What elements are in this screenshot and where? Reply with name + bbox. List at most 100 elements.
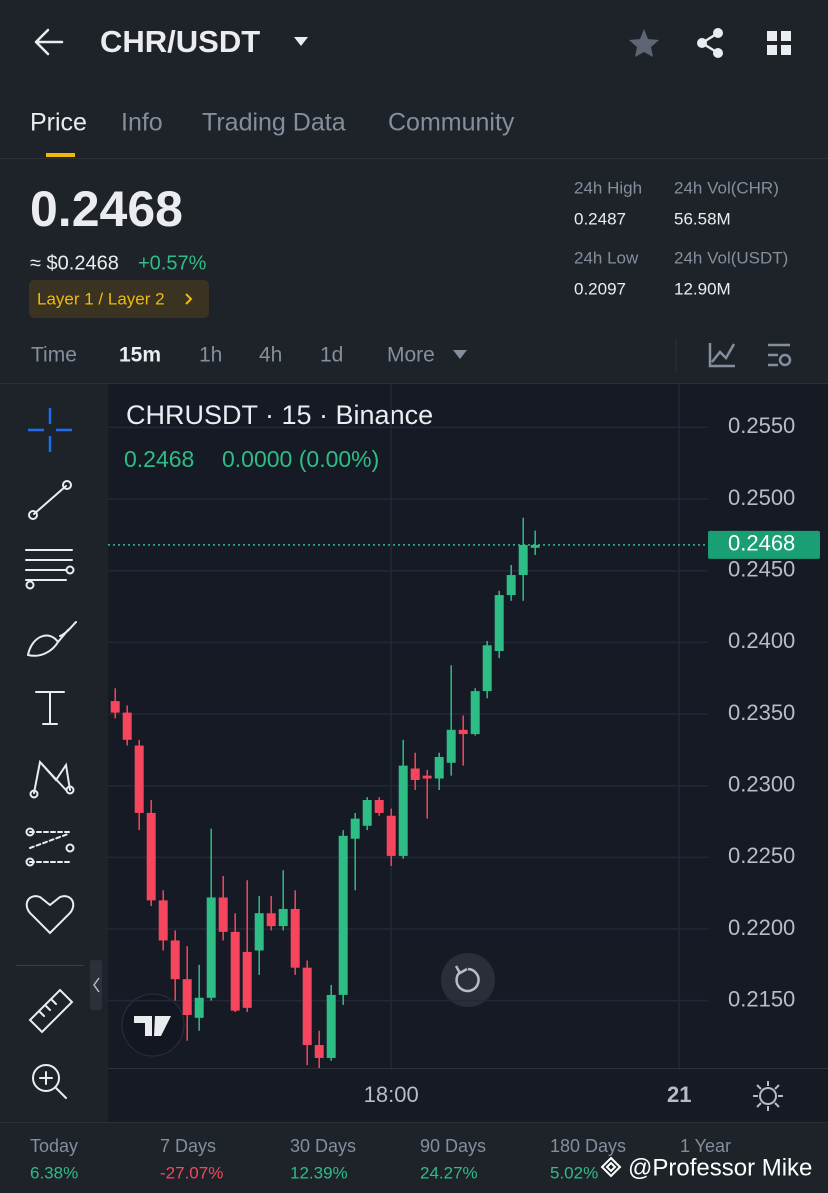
pattern-tool[interactable] bbox=[29, 759, 75, 799]
candle-body bbox=[410, 768, 420, 780]
pair-dropdown[interactable] bbox=[294, 37, 308, 46]
usd-price: ≈ $0.2468 bbox=[30, 252, 119, 274]
candle-body bbox=[302, 967, 312, 1046]
period-value: 6.38% bbox=[30, 1163, 78, 1182]
stat-label: 24h High bbox=[574, 178, 642, 197]
chart-title: CHRUSDT · 15 · Binance bbox=[126, 400, 433, 430]
chart-settings-icon[interactable] bbox=[753, 1081, 783, 1111]
collapse-chevron bbox=[93, 977, 100, 993]
crosshair-tool[interactable] bbox=[28, 408, 72, 452]
interval[interactable]: 4h bbox=[259, 344, 282, 367]
interval[interactable]: Time bbox=[31, 344, 77, 367]
candle-body bbox=[506, 575, 516, 596]
y-tick-label: 0.2200 bbox=[728, 915, 795, 940]
candle-body bbox=[254, 913, 264, 951]
candle-body bbox=[386, 815, 396, 856]
reset-chart-button[interactable] bbox=[441, 953, 495, 1007]
period-label: Today bbox=[30, 1136, 78, 1156]
watermark: @Professor Mike bbox=[628, 1154, 812, 1181]
tab[interactable]: Price bbox=[30, 109, 87, 137]
x-tick-label: 21 bbox=[667, 1082, 691, 1107]
period-label: 7 Days bbox=[160, 1136, 216, 1156]
last-price: 0.2468 bbox=[30, 181, 183, 237]
candle-body bbox=[158, 900, 168, 941]
candle-body bbox=[350, 818, 360, 839]
period-label: 1 Year bbox=[680, 1136, 731, 1156]
candle-body bbox=[482, 645, 492, 692]
y-tick-label: 0.2550 bbox=[728, 413, 795, 438]
candle-body bbox=[134, 745, 144, 813]
period-label: 30 Days bbox=[290, 1136, 356, 1156]
tab[interactable]: Community bbox=[388, 109, 515, 137]
chart-area bbox=[108, 384, 828, 1122]
chart-legend-change: 0.0000 (0.00%) bbox=[222, 446, 379, 472]
candle-body bbox=[338, 835, 348, 995]
candle-body bbox=[494, 595, 504, 651]
candle-body bbox=[278, 908, 288, 927]
stat-value: 56.58M bbox=[674, 209, 731, 228]
text-tool[interactable] bbox=[35, 691, 65, 725]
candle-body bbox=[266, 913, 276, 927]
y-tick-label: 0.2400 bbox=[728, 628, 795, 653]
toolbar-collapse[interactable] bbox=[90, 960, 102, 1010]
tag-chip[interactable] bbox=[29, 280, 209, 318]
candle-body bbox=[422, 775, 432, 779]
interval[interactable]: 15m bbox=[119, 344, 161, 367]
candle-body bbox=[362, 800, 372, 826]
stat-value: 12.90M bbox=[674, 279, 731, 298]
tag-text[interactable]: Layer 1 / Layer 2 bbox=[37, 289, 165, 308]
y-tick-label: 0.2300 bbox=[728, 772, 795, 797]
price-change: +0.57% bbox=[138, 252, 207, 274]
line-tool[interactable] bbox=[28, 480, 72, 520]
menu-grid-icon[interactable] bbox=[767, 31, 791, 55]
brush-tool[interactable] bbox=[27, 621, 77, 657]
period-value: 5.02% bbox=[550, 1163, 598, 1182]
candle-body bbox=[122, 712, 132, 740]
candle-body bbox=[518, 544, 528, 576]
ruler-tool[interactable] bbox=[28, 988, 74, 1034]
fib-tool[interactable] bbox=[25, 549, 75, 590]
period-label: 90 Days bbox=[420, 1136, 486, 1156]
watermark-logo bbox=[600, 1156, 622, 1178]
tab[interactable]: Info bbox=[121, 109, 163, 137]
back-button[interactable] bbox=[34, 28, 64, 56]
period-value: 12.39% bbox=[290, 1163, 348, 1182]
interval[interactable]: 1d bbox=[320, 344, 343, 367]
share-icon[interactable] bbox=[697, 28, 723, 58]
chart-legend-price: 0.2468 bbox=[124, 446, 194, 472]
candle-body bbox=[218, 897, 228, 932]
prediction-tool[interactable] bbox=[25, 827, 75, 867]
period-value: 24.27% bbox=[420, 1163, 478, 1182]
favorites-tool[interactable] bbox=[25, 895, 75, 935]
tradingview-logo[interactable] bbox=[121, 993, 185, 1057]
candle-body bbox=[242, 951, 252, 1008]
y-tick-label: 0.2150 bbox=[728, 986, 795, 1011]
interval[interactable]: 1h bbox=[199, 344, 222, 367]
last-price-label: 0.2468 bbox=[728, 531, 795, 556]
y-tick-label: 0.2350 bbox=[728, 700, 795, 725]
candle-body bbox=[110, 701, 120, 713]
stat-label: 24h Low bbox=[574, 248, 639, 267]
settings-icon[interactable] bbox=[768, 343, 790, 367]
favorite-icon[interactable] bbox=[629, 29, 659, 57]
last-price-badge bbox=[708, 530, 820, 559]
drawing-toolbar bbox=[0, 384, 104, 1122]
more-caret[interactable] bbox=[453, 350, 467, 359]
candle-body bbox=[206, 897, 216, 998]
interval[interactable]: More bbox=[387, 344, 435, 367]
candle-body bbox=[458, 729, 468, 735]
candle-body bbox=[530, 544, 540, 548]
period-value: -27.07% bbox=[160, 1163, 223, 1182]
settings-icon-gear bbox=[778, 353, 792, 367]
candle-body bbox=[182, 979, 192, 1015]
pair-title[interactable]: CHR/USDT bbox=[100, 24, 260, 59]
indicator-icon[interactable] bbox=[708, 343, 736, 368]
y-tick-label: 0.2250 bbox=[728, 843, 795, 868]
tab[interactable]: Trading Data bbox=[202, 109, 346, 137]
tab-underline bbox=[46, 153, 75, 157]
candle-body bbox=[326, 994, 336, 1058]
candle-body bbox=[446, 729, 456, 763]
zoom-tool[interactable] bbox=[32, 1064, 67, 1099]
candle-body bbox=[194, 997, 204, 1018]
